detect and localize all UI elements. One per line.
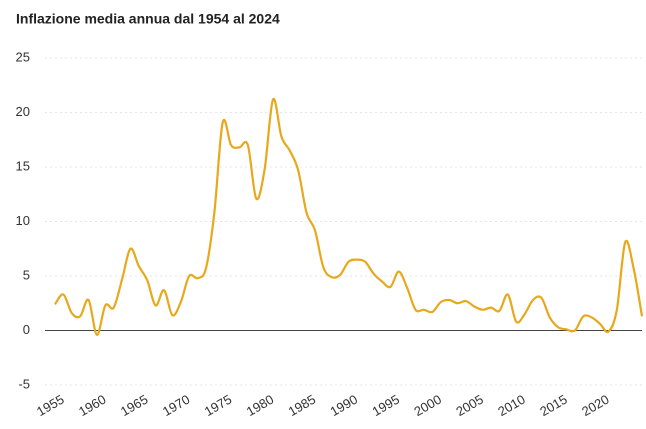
x-tick-label: 2000: [411, 392, 444, 419]
x-tick-label: 2020: [579, 392, 612, 419]
x-tick-label: 2010: [495, 392, 528, 419]
data-line: [54, 97, 644, 336]
x-tick-label: 1995: [369, 392, 402, 419]
x-tick-label: 1960: [76, 392, 109, 419]
y-tick-label: 15: [16, 158, 30, 173]
x-tick-label: 1990: [328, 392, 361, 419]
x-tick-label: 2005: [453, 392, 486, 419]
x-tick-label: 1970: [160, 392, 193, 419]
y-tick-label: 20: [16, 104, 30, 119]
chart-title: Inflazione media annua dal 1954 al 2024: [16, 11, 280, 27]
y-tick-label: 5: [23, 267, 30, 282]
x-tick-label: 1975: [202, 392, 235, 419]
y-tick-label: 0: [23, 322, 30, 337]
x-tick-label: 2015: [537, 392, 570, 419]
x-tick-label: 1980: [244, 392, 277, 419]
x-tick-label: 1965: [118, 392, 151, 419]
x-tick-label: 1985: [286, 392, 319, 419]
y-tick-label: -5: [18, 376, 30, 391]
y-tick-label: 10: [16, 213, 30, 228]
y-tick-label: 25: [16, 49, 30, 64]
x-tick-label: 1955: [34, 392, 67, 419]
